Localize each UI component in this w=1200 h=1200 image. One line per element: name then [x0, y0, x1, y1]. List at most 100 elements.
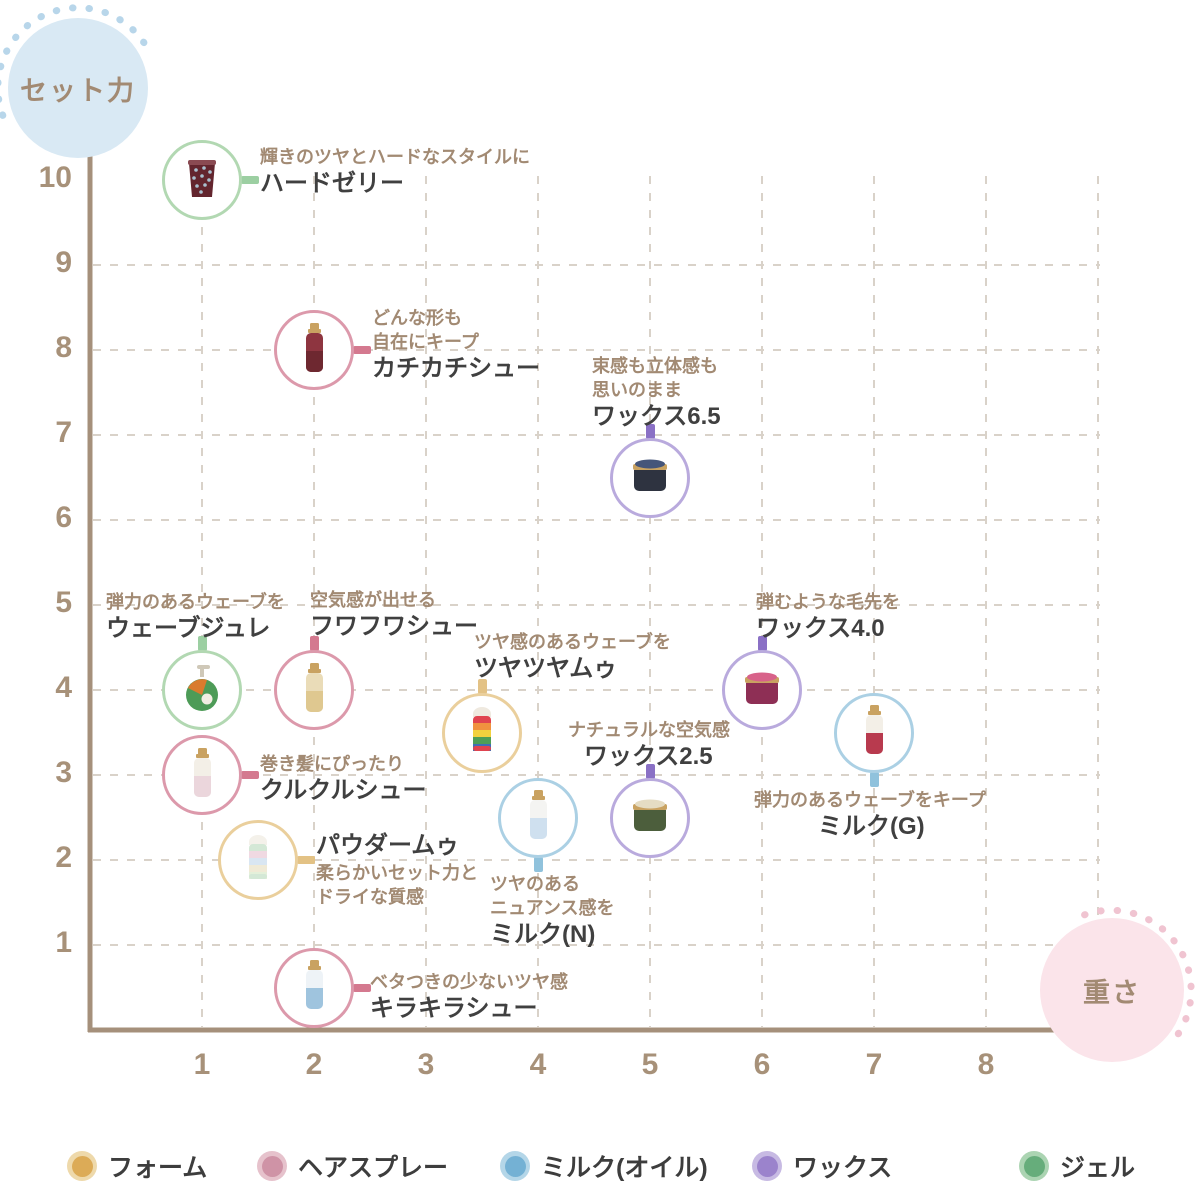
product-label: ツヤ感のあるウェーブを ツヤツヤムゥ — [474, 630, 671, 684]
product-label: 輝きのツヤとハードなスタイルにハードゼリー — [260, 145, 530, 199]
product-name: ワックス6.5 — [592, 403, 721, 430]
product-connector — [533, 856, 543, 872]
product-connector — [241, 176, 259, 184]
product-label: ツヤのあるニュアンス感をミルク(N) — [490, 872, 615, 950]
product-icon-jar — [624, 789, 676, 846]
product-name: ミルク(G) — [818, 813, 925, 840]
product-description: 自在にキープ — [372, 332, 479, 352]
x-tick-label: 7 — [865, 1048, 883, 1081]
product-description: 輝きのツヤとハードなスタイルに — [260, 147, 530, 167]
product-label: 空気感が出せる フワフワシュー — [310, 588, 478, 642]
product-connector — [477, 678, 487, 694]
legend-dot-inner — [71, 1155, 93, 1177]
product-name: ワックス4.0 — [756, 615, 885, 642]
product-circle — [162, 140, 242, 220]
y-axis-bubble-dotted-arc — [0, 4, 151, 119]
legend-dot-icon — [752, 1151, 782, 1181]
product-description: 弾力のあるウェーブを — [106, 592, 285, 612]
product-name: カチカチシュー — [372, 355, 540, 382]
x-tick-label: 2 — [305, 1048, 323, 1081]
x-tick-label: 1 — [193, 1048, 211, 1081]
product-label: パウダームゥ柔らかいセット力と ドライな質感 — [316, 831, 478, 909]
product-circle — [610, 437, 690, 518]
y-tick-label: 1 — [55, 926, 72, 959]
product-connector — [353, 346, 371, 354]
product-name: ウェーブジュレ — [106, 615, 271, 642]
product-description: ナチュラルな空気感 — [568, 720, 730, 740]
product-description: 柔らかいセット力と — [316, 863, 478, 883]
product-connector — [297, 856, 315, 864]
product-label: 弾力のあるウェーブをウェーブジュレ — [106, 590, 285, 644]
product-circle — [498, 777, 578, 858]
product-icon-spray — [288, 660, 340, 721]
product-description: ドライな質感 — [316, 887, 424, 907]
product-name: パウダームゥ — [316, 832, 460, 859]
legend-dot-icon — [1019, 1151, 1049, 1181]
y-tick-label: 4 — [55, 671, 72, 704]
product-circle — [442, 692, 522, 773]
x-tick-label: 6 — [753, 1048, 771, 1081]
y-tick-label: 2 — [55, 841, 72, 874]
product-description: ツヤのある — [490, 874, 580, 894]
product-circle — [162, 650, 242, 730]
legend-dot-inner — [1023, 1155, 1045, 1177]
x-tick-label: 5 — [641, 1048, 659, 1081]
legend-item-4: ワックス — [752, 1148, 892, 1184]
legend-item-2: ヘアスプレー — [257, 1148, 448, 1184]
product-description: 巻き髪にぴったり — [260, 754, 404, 774]
product-icon-pump — [176, 662, 228, 719]
y-axis-title: セット力 — [20, 75, 136, 106]
legend-label: ワックス — [793, 1154, 893, 1182]
product-circle — [274, 650, 354, 730]
product-name: ハードゼリー — [260, 170, 404, 197]
y-tick-label: 5 — [55, 586, 72, 619]
product-connector — [353, 983, 371, 992]
product-icon-mousse — [456, 702, 508, 763]
product-circle — [610, 777, 690, 858]
product-label: 巻き髪にぴったりクルクルシュー — [260, 752, 427, 806]
product-name: クルクルシュー — [260, 777, 427, 804]
product-connector — [645, 763, 655, 779]
product-label: 弾むような毛先をワックス4.0 — [756, 590, 900, 644]
product-description: 空気感が出せる — [310, 590, 436, 610]
product-icon-spray — [848, 702, 900, 763]
y-tick-label: 3 — [55, 756, 72, 789]
product-description: ニュアンス感を — [490, 898, 615, 918]
y-tick-label: 7 — [55, 416, 72, 449]
legend-item-3: ミルク(オイル) — [500, 1148, 708, 1184]
product-label: 弾力のあるウェーブをキープ ミルク(G) — [754, 788, 986, 842]
product-name: ミルク(N) — [490, 921, 596, 948]
legend-dot-inner — [504, 1155, 526, 1177]
product-label: ベタつきの少ないツヤ感 キラキラシュー — [370, 970, 568, 1024]
x-tick-label: 3 — [417, 1048, 435, 1081]
product-connector — [197, 636, 207, 651]
product-description: ベタつきの少ないツヤ感 — [370, 972, 568, 992]
product-connector — [757, 636, 767, 651]
product-icon-jar — [624, 449, 676, 506]
x-axis-title-bubble: 重さ — [1040, 918, 1184, 1062]
x-axis-bubble-dotted-arc — [1081, 906, 1195, 1045]
y-tick-label: 9 — [55, 246, 72, 279]
product-circle — [218, 820, 298, 900]
legend-dot-inner — [261, 1155, 283, 1177]
x-axis-title: 重さ — [1083, 977, 1141, 1008]
product-icon-spray — [512, 787, 564, 848]
product-circle — [162, 735, 242, 815]
legend-dot-icon — [257, 1151, 287, 1181]
product-description: 思いのまま — [592, 380, 682, 400]
product-description: 弾むような毛先を — [756, 592, 900, 612]
product-name: ワックス2.5 — [584, 743, 713, 770]
product-description: 束感も立体感も — [592, 356, 718, 376]
product-connector — [645, 423, 655, 439]
product-icon-spray — [176, 745, 228, 806]
product-icon-spray — [288, 957, 340, 1018]
x-tick-label: 4 — [529, 1048, 547, 1081]
product-description: どんな形も — [372, 308, 462, 328]
product-icon-spray — [288, 320, 340, 381]
legend-item-5: ジェル — [1019, 1148, 1135, 1184]
product-connector — [869, 771, 879, 787]
legend-dot-inner — [756, 1155, 778, 1177]
product-circle — [722, 650, 802, 730]
legend-dot-icon — [67, 1151, 97, 1181]
